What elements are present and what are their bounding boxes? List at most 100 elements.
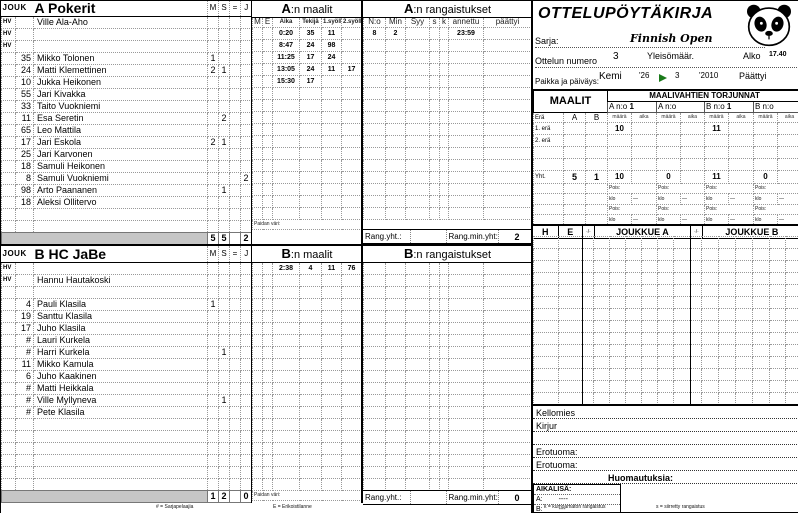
player-name xyxy=(34,220,208,232)
grid-row xyxy=(534,273,798,285)
goal-row xyxy=(253,394,362,406)
goal-e-cell xyxy=(263,262,273,274)
player-number: 24 xyxy=(16,64,34,76)
player-eq xyxy=(230,160,241,172)
b-goals-title-letter: B xyxy=(282,246,291,261)
penalty-row xyxy=(364,406,532,418)
gk-b2-label: B n:o xyxy=(755,102,774,111)
player-assists xyxy=(219,196,230,208)
goal-e-cell xyxy=(263,159,273,171)
grid-cell xyxy=(626,357,642,369)
goal-e-cell xyxy=(263,75,273,87)
goal-e-cell xyxy=(263,358,273,370)
gk-a1-out-label: Pois: xyxy=(608,205,657,215)
goal-assist1 xyxy=(322,310,342,322)
player-eq xyxy=(230,52,241,64)
player-eq xyxy=(230,136,241,148)
player-goals xyxy=(208,382,219,394)
grid-cell xyxy=(534,333,559,345)
pen-s xyxy=(430,430,440,442)
player-row xyxy=(2,286,252,298)
gk-a2-out-label: Pois: xyxy=(657,184,705,194)
player-position xyxy=(2,76,16,88)
a-goals-title-rest: :n maalit xyxy=(291,4,333,16)
player-name: Harri Kurkela xyxy=(34,346,208,358)
grid-cell xyxy=(658,249,674,261)
grid-row xyxy=(534,309,798,321)
grid-cell xyxy=(719,345,736,357)
goal-time xyxy=(273,123,300,135)
goal-e-cell xyxy=(263,171,273,183)
grid-cell xyxy=(626,393,642,405)
grid-cell xyxy=(674,333,691,345)
player-number: 65 xyxy=(16,124,34,136)
goal-row: 2:38 4 11 76 xyxy=(253,262,362,274)
grid-cell xyxy=(674,381,691,393)
goal-m-cell xyxy=(253,430,263,442)
pen-ended xyxy=(484,63,532,75)
player-number xyxy=(16,418,34,430)
grid-cell xyxy=(559,273,583,285)
goal-time xyxy=(273,322,300,334)
player-penalty-min xyxy=(241,430,252,442)
grid-cell xyxy=(770,369,786,381)
officials-block: Kellomies Kirjur Erotuoma: Erotuoma: Huo… xyxy=(533,404,798,513)
goal-e-cell xyxy=(263,370,273,382)
penalty-row xyxy=(364,262,532,274)
goal-assist2 xyxy=(342,286,362,298)
place-label: Paikka ja päiväys: xyxy=(535,77,599,86)
player-row: 8 Samuli Vuokniemi 2 xyxy=(2,172,252,184)
penalty-row: 8 2 23:59 xyxy=(364,27,532,39)
goal-m-cell xyxy=(253,442,263,454)
blank-cell xyxy=(729,135,754,147)
goal-e-cell xyxy=(263,111,273,123)
goal-time xyxy=(273,406,300,418)
goal-m-cell xyxy=(253,406,263,418)
blank-cell xyxy=(705,159,729,171)
gk-b1-out-label: Pois: xyxy=(705,205,754,215)
player-penalty-min xyxy=(241,262,252,274)
goal-assist1: 11 xyxy=(322,63,342,75)
pen-k xyxy=(440,63,449,75)
goal-e-cell xyxy=(263,418,273,430)
pen-ended xyxy=(484,51,532,63)
pen-reason xyxy=(406,310,430,322)
player-row: # Ville Myllyneva 1 xyxy=(2,394,252,406)
player-eq xyxy=(230,262,241,274)
grid-cell xyxy=(583,261,594,273)
pen-ended xyxy=(484,171,532,183)
period-1-b xyxy=(586,123,608,135)
goal-assist2 xyxy=(342,75,362,87)
player-position: HV xyxy=(2,274,16,286)
goal-m-cell xyxy=(253,394,263,406)
grid-cell xyxy=(610,237,626,249)
pen-k xyxy=(440,430,449,442)
grid-cell xyxy=(674,237,691,249)
player-row: # Pete Klasila xyxy=(2,406,252,418)
goal-assist2 xyxy=(342,123,362,135)
pen-minutes xyxy=(386,430,406,442)
date-month: 3 xyxy=(675,71,679,80)
pen-s xyxy=(430,159,440,171)
player-goals xyxy=(208,334,219,346)
player-position xyxy=(2,454,16,466)
pen-s xyxy=(430,51,440,63)
player-row xyxy=(2,454,252,466)
goal-scorer xyxy=(300,207,322,219)
goal-row xyxy=(253,370,362,382)
goal-scorer: 35 xyxy=(300,27,322,39)
grid-cell xyxy=(534,381,559,393)
grid-cell xyxy=(658,381,674,393)
pen-k xyxy=(440,418,449,430)
goal-row xyxy=(253,430,362,442)
player-name: Mikko Tolonen xyxy=(34,52,208,64)
a-pens-title-letter: A xyxy=(404,1,413,16)
penalty-row xyxy=(364,370,532,382)
goal-m-cell xyxy=(253,51,263,63)
blank-cell xyxy=(778,171,798,184)
player-name: Aleksi Ollitervo xyxy=(34,196,208,208)
grid-cell xyxy=(786,237,798,249)
grid-cell xyxy=(658,369,674,381)
pen-minutes xyxy=(386,310,406,322)
